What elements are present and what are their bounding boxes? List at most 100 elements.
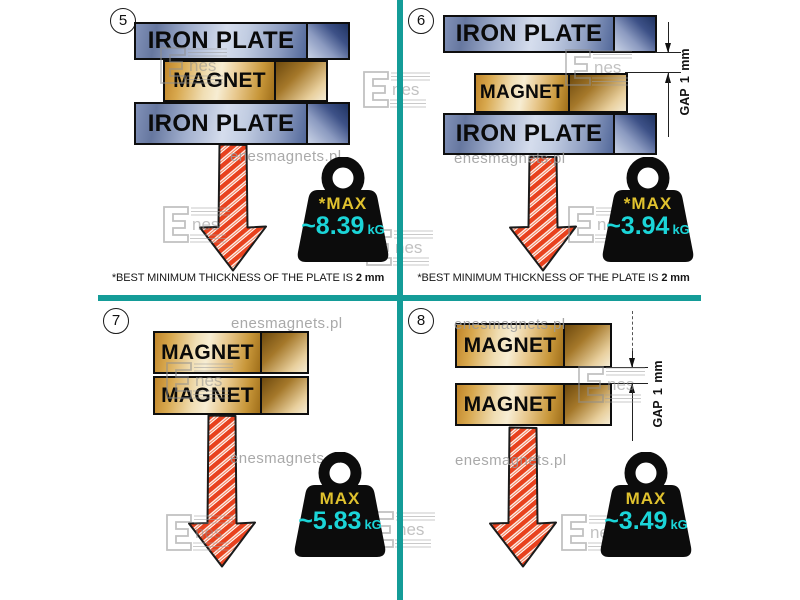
magnet-body: MAGNET xyxy=(165,62,274,100)
kettlebell-shape xyxy=(297,157,389,262)
weight-kettlebell-icon: MAX ~5.83 kG xyxy=(284,452,396,562)
enes-logo-slot: nes xyxy=(360,68,432,110)
weight-value: ~3.94 xyxy=(606,212,670,240)
enes-lines-top xyxy=(191,207,230,216)
magnet-bar-top: MAGNET xyxy=(153,331,309,374)
enes-lines-bottom xyxy=(190,234,226,243)
enes-logo-slot: nes xyxy=(562,46,634,88)
enes-nes-text: nes xyxy=(195,371,222,390)
footnote-caption: *BEST MINIMUM THICKNESS OF THE PLATE IS … xyxy=(96,272,400,284)
divider-horizontal xyxy=(98,295,701,301)
pull-force-arrow-icon xyxy=(199,143,267,272)
enes-lines-bottom xyxy=(193,390,229,399)
gap-dimension-line xyxy=(632,383,633,441)
enes-e-icon xyxy=(163,206,189,243)
plate-label: IRON PLATE xyxy=(455,20,603,47)
enes-lines-top xyxy=(188,48,227,57)
panel-number-badge: 8 xyxy=(408,308,434,334)
enes-logo-slot: nes xyxy=(163,359,235,401)
enes-logo-slot: nes xyxy=(575,363,647,405)
gap-extension-line xyxy=(655,52,681,53)
enes-lines-top xyxy=(593,50,632,59)
panel-8: 8 enesmagnets.pl MAGNET MAGNET GAP 1 mm … xyxy=(403,301,704,600)
weight-kettlebell-icon: MAX ~3.49 kG xyxy=(590,452,702,562)
magnet-bar-bottom: MAGNET xyxy=(455,383,612,426)
gap-extension-line xyxy=(625,72,681,73)
enes-logo-slot: nes xyxy=(160,203,232,245)
weight-kettlebell-icon: *MAX ~8.39 kG xyxy=(287,157,399,267)
weight-unit: kG xyxy=(672,222,690,237)
magnet-cap xyxy=(274,62,326,100)
plate-cap xyxy=(613,17,655,51)
magnet-cap xyxy=(568,75,626,111)
iron-plate-top: IRON PLATE xyxy=(134,22,350,60)
enes-nes-text: nes xyxy=(192,215,219,234)
plate-body: IRON PLATE xyxy=(445,17,613,51)
weight-unit: kG xyxy=(670,517,688,532)
gap-label: GAP 1 mm xyxy=(678,48,692,116)
plate-cap xyxy=(306,104,348,143)
weight-max-label: MAX xyxy=(319,489,361,508)
enes-lines-top xyxy=(194,363,233,372)
enes-nes-text: nes xyxy=(397,520,424,539)
magnet-label: MAGNET xyxy=(463,392,557,416)
weight-unit: kG xyxy=(364,517,382,532)
enes-e-icon xyxy=(166,514,192,551)
gap-dimension-line xyxy=(668,73,669,137)
gap-dimension-line xyxy=(668,22,669,53)
enes-nes-text: nes xyxy=(189,56,216,75)
enes-nes-text: nes xyxy=(594,58,621,77)
pull-force-arrow-icon xyxy=(509,155,577,272)
kettlebell-shape xyxy=(602,157,694,262)
enes-e-icon xyxy=(368,511,394,548)
enes-nes-text: nes xyxy=(195,523,222,542)
plate-body: IRON PLATE xyxy=(445,115,613,153)
plate-cap xyxy=(613,115,655,153)
enes-e-icon xyxy=(565,49,591,86)
enes-lines-top xyxy=(606,367,645,376)
site-watermark: enesmagnets.pl xyxy=(454,316,566,333)
enes-logo-watermark: nes xyxy=(565,49,632,86)
enes-logo-watermark: nes xyxy=(166,362,233,399)
magnet-body: MAGNET xyxy=(476,75,568,111)
iron-plate-bottom: IRON PLATE xyxy=(443,113,657,155)
footnote-text: *BEST MINIMUM THICKNESS OF THE PLATE IS xyxy=(417,272,659,284)
enes-lines-bottom xyxy=(605,394,641,403)
kettlebell-shape xyxy=(600,452,692,557)
magnet-label: MAGNET xyxy=(479,82,565,103)
weight-value: ~3.49 xyxy=(604,507,668,535)
enes-lines-bottom xyxy=(187,75,223,84)
enes-logo-watermark: nes xyxy=(163,206,230,243)
site-watermark: enesmagnets.pl xyxy=(454,150,566,167)
site-watermark: enesmagnets.pl xyxy=(230,450,342,467)
weight-unit: kG xyxy=(367,222,385,237)
enes-e-icon xyxy=(568,206,594,243)
plate-label: IRON PLATE xyxy=(455,120,603,147)
weight-max-label: *MAX xyxy=(318,194,368,213)
enes-logo-watermark: nes xyxy=(578,366,645,403)
magnet-cap xyxy=(563,385,610,424)
enes-lines-bottom xyxy=(193,542,229,551)
gap-extension-line xyxy=(600,367,648,368)
panel-number-badge: 6 xyxy=(408,8,434,34)
magnet-body: MAGNET xyxy=(457,385,563,424)
footnote-text: *BEST MINIMUM THICKNESS OF THE PLATE IS xyxy=(111,272,353,284)
magnet-label: MAGNET xyxy=(161,340,254,364)
magnet-body: MAGNET xyxy=(457,325,563,366)
magnet-cap xyxy=(260,378,307,413)
enes-e-icon xyxy=(578,366,604,403)
panel-5: 5 IRON PLATE MAGNET IRON PLATE enesmagne… xyxy=(96,0,400,295)
enes-e-icon xyxy=(160,47,186,84)
enes-nes-text: nes xyxy=(607,375,634,394)
panel-6: 6 IRON PLATE MAGNET IRON PLATE GAP 1 mm xyxy=(403,0,704,295)
weight-value: ~5.83 xyxy=(298,507,362,535)
enes-lines-bottom xyxy=(390,99,426,108)
panel-number-badge: 7 xyxy=(103,308,129,334)
weight-value-row: ~5.83 kG xyxy=(284,507,396,536)
magnet-cap xyxy=(260,333,307,372)
enes-lines-bottom xyxy=(592,77,628,86)
weight-value-row: ~3.49 kG xyxy=(590,507,702,536)
gap-dimension-line-dashed xyxy=(632,311,633,351)
enes-logo-slot: nes xyxy=(157,44,229,86)
gap-arrow-down-icon xyxy=(629,358,635,368)
